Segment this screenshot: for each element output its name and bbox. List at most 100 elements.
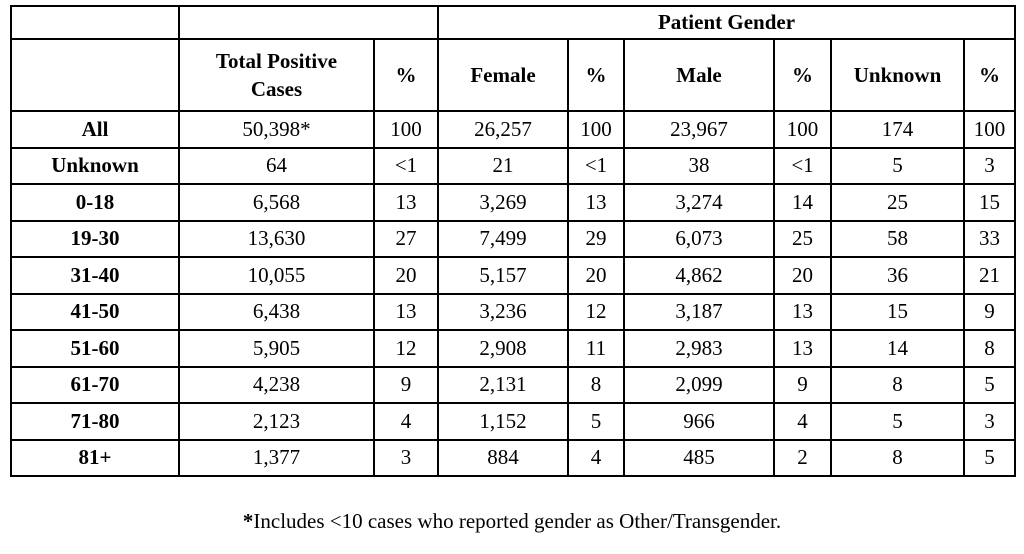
data-cell: 6,073	[623, 219, 775, 258]
data-cell: 3,187	[623, 292, 775, 331]
data-cell: 3,236	[437, 292, 569, 331]
data-cell: 20	[773, 256, 832, 295]
data-cell: 13	[567, 183, 625, 222]
row-label: 31-40	[10, 256, 180, 295]
patient-gender-group-header: Patient Gender	[437, 5, 1016, 40]
column-header-female: Female	[437, 38, 569, 112]
column-header-row: Total Positive Cases % Female % Male % U…	[10, 38, 1016, 112]
data-cell: 15	[830, 292, 965, 331]
data-cell: 9	[963, 292, 1016, 331]
data-cell: 2,131	[437, 365, 569, 404]
table-row: 61-70 4,238 9 2,131 8 2,099 9 8 5	[10, 365, 1016, 404]
row-label: 71-80	[10, 402, 180, 441]
column-header-percent-total: %	[373, 38, 439, 112]
data-cell: 2,908	[437, 329, 569, 368]
data-cell: 100	[773, 110, 832, 149]
data-cell: 4	[567, 438, 625, 477]
data-cell: 25	[830, 183, 965, 222]
data-cell: 100	[373, 110, 439, 149]
data-cell: <1	[773, 146, 832, 185]
data-cell: 38	[623, 146, 775, 185]
row-label: 0-18	[10, 183, 180, 222]
corner-cell-bottom	[10, 38, 180, 112]
data-cell: 2	[773, 438, 832, 477]
footnote-text: Includes <10 cases who reported gender a…	[253, 509, 782, 533]
table-row: 19-30 13,630 27 7,499 29 6,073 25 58 33	[10, 219, 1016, 258]
row-label: 61-70	[10, 365, 180, 404]
data-cell: 1,377	[178, 438, 375, 477]
data-cell: 485	[623, 438, 775, 477]
data-cell: 13	[773, 292, 832, 331]
data-cell: 25	[773, 219, 832, 258]
data-cell: 8	[567, 365, 625, 404]
data-cell: 33	[963, 219, 1016, 258]
data-cell: 4	[373, 402, 439, 441]
data-cell: 3	[373, 438, 439, 477]
data-cell: 100	[963, 110, 1016, 149]
table-container: Patient Gender Total Positive Cases % Fe…	[10, 5, 1016, 477]
data-cell: 3,274	[623, 183, 775, 222]
data-cell: 64	[178, 146, 375, 185]
data-cell: 13	[373, 183, 439, 222]
patient-gender-table: Patient Gender Total Positive Cases % Fe…	[10, 5, 1016, 477]
table-body: All 50,398* 100 26,257 100 23,967 100 17…	[10, 110, 1016, 477]
data-cell: 8	[830, 438, 965, 477]
data-cell: 13	[773, 329, 832, 368]
row-label: 19-30	[10, 219, 180, 258]
row-label: All	[10, 110, 180, 149]
data-cell: 7,499	[437, 219, 569, 258]
row-label: 41-50	[10, 292, 180, 331]
data-cell: 21	[437, 146, 569, 185]
data-cell: 2,123	[178, 402, 375, 441]
data-cell: <1	[373, 146, 439, 185]
data-cell: 8	[963, 329, 1016, 368]
data-cell: 9	[773, 365, 832, 404]
data-cell: 13,630	[178, 219, 375, 258]
data-cell: 5	[567, 402, 625, 441]
column-header-male: Male	[623, 38, 775, 112]
data-cell: 3	[963, 402, 1016, 441]
data-cell: 5	[830, 402, 965, 441]
table-row: 41-50 6,438 13 3,236 12 3,187 13 15 9	[10, 292, 1016, 331]
data-cell: 3	[963, 146, 1016, 185]
table-footnote: *Includes <10 cases who reported gender …	[10, 509, 1014, 534]
data-cell: 11	[567, 329, 625, 368]
data-cell: 5	[963, 365, 1016, 404]
data-cell: 5,905	[178, 329, 375, 368]
column-header-percent-female: %	[567, 38, 625, 112]
table-row: 51-60 5,905 12 2,908 11 2,983 13 14 8	[10, 329, 1016, 368]
data-cell: <1	[567, 146, 625, 185]
table-row: Unknown 64 <1 21 <1 38 <1 5 3	[10, 146, 1016, 185]
data-cell: 15	[963, 183, 1016, 222]
data-cell: 10,055	[178, 256, 375, 295]
column-header-unknown: Unknown	[830, 38, 965, 112]
data-cell: 36	[830, 256, 965, 295]
data-cell: 58	[830, 219, 965, 258]
footnote-asterisk: *	[242, 509, 254, 533]
table-row: 31-40 10,055 20 5,157 20 4,862 20 36 21	[10, 256, 1016, 295]
data-cell: 20	[373, 256, 439, 295]
data-cell: 27	[373, 219, 439, 258]
row-label: 81+	[10, 438, 180, 477]
data-cell: 3,269	[437, 183, 569, 222]
data-cell: 4	[773, 402, 832, 441]
data-cell: 12	[567, 292, 625, 331]
data-cell: 50,398*	[178, 110, 375, 149]
data-cell: 8	[830, 365, 965, 404]
data-cell: 2,099	[623, 365, 775, 404]
data-cell: 100	[567, 110, 625, 149]
data-cell: 5,157	[437, 256, 569, 295]
data-cell: 4,238	[178, 365, 375, 404]
data-cell: 6,568	[178, 183, 375, 222]
data-cell: 2,983	[623, 329, 775, 368]
data-cell: 23,967	[623, 110, 775, 149]
table-header: Patient Gender Total Positive Cases % Fe…	[10, 5, 1016, 112]
data-cell: 884	[437, 438, 569, 477]
group-header-row: Patient Gender	[10, 5, 1016, 40]
data-cell: 6,438	[178, 292, 375, 331]
table-row: 0-18 6,568 13 3,269 13 3,274 14 25 15	[10, 183, 1016, 222]
data-cell: 20	[567, 256, 625, 295]
corner-cell-top	[10, 5, 180, 40]
table-row: All 50,398* 100 26,257 100 23,967 100 17…	[10, 110, 1016, 149]
data-cell: 14	[773, 183, 832, 222]
